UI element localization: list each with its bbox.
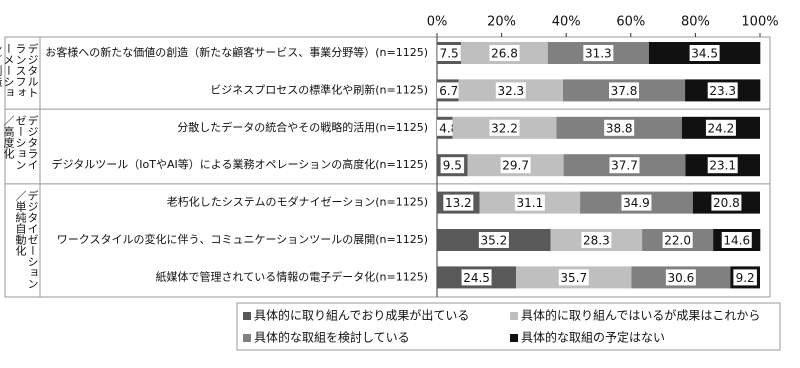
frame xyxy=(4,36,771,298)
value-label-box xyxy=(609,157,640,174)
category-label: 紙媒体で管理されている情報の電子データ化(n=1125) xyxy=(156,269,428,283)
value-label: 20.8 xyxy=(713,196,740,210)
value-label-box xyxy=(495,82,526,99)
value-label-box xyxy=(489,45,520,61)
value-label: 32.3 xyxy=(497,84,524,98)
x-tick-label: 40% xyxy=(552,15,581,30)
value-label-box xyxy=(609,82,640,99)
value-label: 35.7 xyxy=(560,271,587,285)
group-label: デジタイゼーション／単純自動化 xyxy=(14,189,39,289)
value-label: 13.2 xyxy=(445,196,472,210)
value-label: 14.6 xyxy=(723,234,750,248)
value-label: 37.7 xyxy=(611,159,638,173)
value-label: 24.5 xyxy=(463,271,490,285)
value-label: 23.1 xyxy=(709,159,736,173)
value-label: 34.5 xyxy=(691,47,718,61)
legend-label: 具体的な取組を検討している xyxy=(254,330,410,345)
value-label-box xyxy=(707,82,738,99)
value-label: 6.7 xyxy=(439,84,458,98)
value-label-box xyxy=(705,119,736,136)
value-label-box xyxy=(478,232,509,248)
value-label: 26.8 xyxy=(491,47,518,61)
value-label-box xyxy=(665,269,696,286)
value-label: 23.3 xyxy=(709,84,736,98)
value-label-box xyxy=(558,269,589,286)
value-label-box xyxy=(443,194,474,211)
value-label-box xyxy=(604,119,635,136)
value-label: 28.3 xyxy=(583,234,610,248)
category-label: 分散したデータの統合やその戦略的活用(n=1125) xyxy=(177,120,428,134)
value-label: 38.8 xyxy=(606,121,633,135)
legend-swatch xyxy=(243,334,251,342)
legend-label: 具体的に取り組んではいるが成果はこれから xyxy=(521,308,760,323)
x-tick-label: 20% xyxy=(487,15,516,30)
legend-swatch xyxy=(243,312,251,320)
value-label: 24.2 xyxy=(708,121,735,135)
value-label: 37.8 xyxy=(611,84,638,98)
category-label: お客様への新たな価値の創造（新たな顧客サービス、事業分野等）(n=1125) xyxy=(45,45,428,59)
x-tick-label: 100% xyxy=(741,15,778,30)
value-label-box xyxy=(621,194,652,211)
x-tick-label: 0% xyxy=(427,15,448,30)
category-label: ワークスタイルの変化に伴う、コミュニケーションツールの展開(n=1125) xyxy=(57,232,428,246)
value-label-box xyxy=(583,45,614,61)
group-label: デジタルトランスフォーメーション／創造・革新 xyxy=(0,43,39,98)
legend-label: 具体的に取り組んでおり成果が出ている xyxy=(254,308,469,323)
value-label-box xyxy=(489,119,520,136)
legend-label: 具体的な取組の予定はない xyxy=(521,330,665,345)
category-label: ビジネスプロセスの標準化や刷新(n=1125) xyxy=(210,82,428,96)
value-label: 29.7 xyxy=(502,159,529,173)
value-label: 22.0 xyxy=(664,234,691,248)
legend-box xyxy=(236,302,781,351)
value-label: 31.3 xyxy=(585,47,612,61)
value-label-box xyxy=(711,194,742,211)
value-label: 30.6 xyxy=(668,271,695,285)
value-label-box xyxy=(514,194,545,211)
value-label-box xyxy=(437,82,461,99)
value-label-box xyxy=(500,157,531,174)
value-label-box xyxy=(662,232,693,248)
value-label-box xyxy=(461,269,492,286)
value-label: 34.9 xyxy=(623,196,650,210)
category-label: デジタルツール（IoTやAI等）による業務オペレーションの高度化(n=1125) xyxy=(52,157,428,171)
value-label-box xyxy=(581,232,612,248)
value-label: 35.2 xyxy=(480,234,507,248)
value-label-box xyxy=(689,45,720,61)
value-label: 9.2 xyxy=(736,271,755,285)
value-label-box xyxy=(721,232,752,248)
x-tick-label: 80% xyxy=(681,15,710,30)
x-tick-label: 60% xyxy=(616,15,645,30)
value-label: 31.1 xyxy=(517,196,544,210)
category-label: 老朽化したシステムのモダナイゼーション(n=1125) xyxy=(167,195,428,209)
value-label: 9.5 xyxy=(443,159,462,173)
value-label-box xyxy=(733,269,757,286)
value-label-box xyxy=(437,45,461,61)
legend-swatch xyxy=(510,334,518,342)
value-label: 7.5 xyxy=(440,47,459,61)
value-label-box xyxy=(440,157,465,174)
legend-swatch xyxy=(510,312,518,320)
value-label-box xyxy=(707,157,738,174)
group-label: デジタライゼーション／高度化 xyxy=(2,115,39,171)
value-label: 32.2 xyxy=(491,121,518,135)
